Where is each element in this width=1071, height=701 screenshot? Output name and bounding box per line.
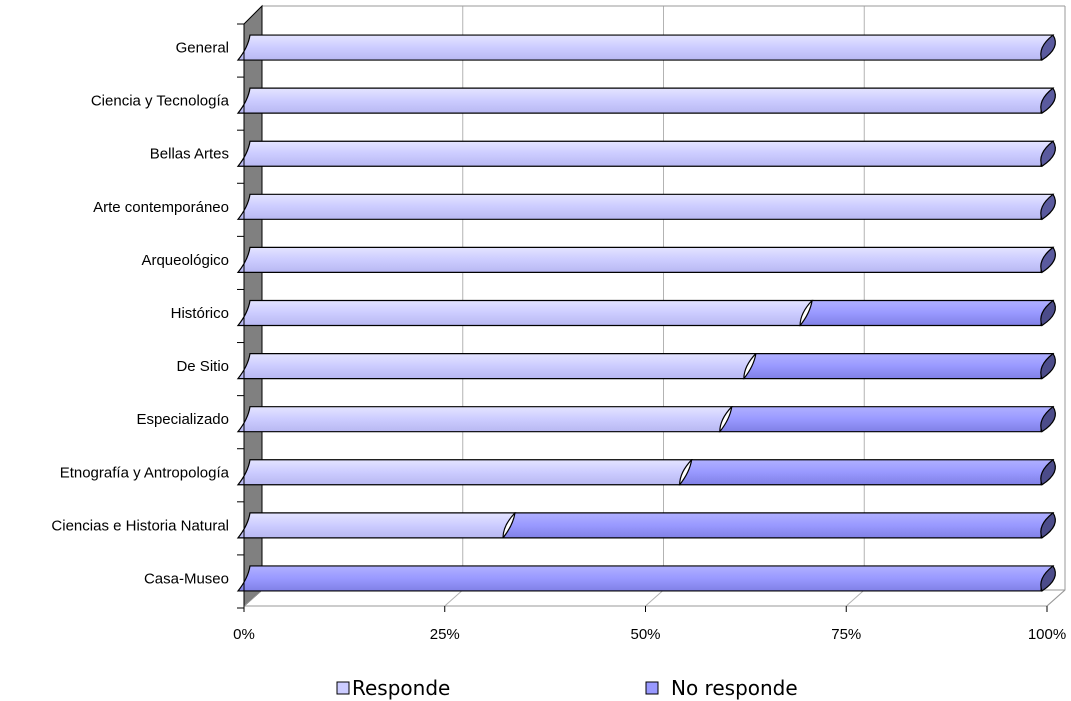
- bar-responde-ciencia-y-tecnologia: [236, 87, 1055, 114]
- bar-no-responde-historico: [798, 299, 1055, 327]
- x-tick-label: 75%: [831, 626, 861, 643]
- legend-swatch-responde: [336, 681, 350, 695]
- category-label-ciencias-e-historia-natural: Ciencias e Historia Natural: [51, 517, 229, 534]
- category-label-etnografia-y-antropologia: Etnografía y Antropología: [60, 464, 230, 481]
- bar-endcap-de-sitio: [1040, 352, 1056, 380]
- x-tick-label: 100%: [1028, 626, 1066, 643]
- bar-no-responde-etnografia-y-antropologia: [678, 459, 1055, 486]
- bar-endcap-general: [1040, 34, 1056, 61]
- bar-no-responde-ciencias-e-historia-natural: [501, 512, 1055, 539]
- bar-responde-ciencias-e-historia-natural: [236, 512, 517, 539]
- bar-responde-arqueologico: [236, 246, 1055, 274]
- legend: Responde No responde: [336, 676, 798, 700]
- bar-no-responde-especializado: [718, 406, 1055, 433]
- category-label-arqueologico: Arqueológico: [141, 252, 229, 269]
- bar-endcap-historico: [1040, 299, 1056, 327]
- x-tick-label: 25%: [430, 626, 460, 643]
- category-label-general: General: [176, 40, 229, 57]
- bar-responde-bellas-artes: [236, 140, 1055, 167]
- bar-endcap-ciencias-e-historia-natural: [1040, 511, 1056, 539]
- legend-label-responde: Responde: [352, 676, 450, 700]
- bar-responde-arte-contemporaneo: [236, 193, 1055, 220]
- x-axis-ticks: 0% 25% 50% 75% 100%: [233, 606, 1066, 643]
- x-tick-label: 0%: [233, 626, 255, 643]
- bar-responde-historico: [236, 299, 814, 327]
- category-label-bellas-artes: Bellas Artes: [150, 146, 229, 163]
- category-label-historico: Histórico: [171, 305, 229, 322]
- category-label-arte-contemporaneo: Arte contemporáneo: [93, 199, 229, 216]
- category-label-de-sitio: De Sitio: [176, 358, 229, 375]
- bar-endcap-casa-museo: [1040, 565, 1056, 592]
- category-label-casa-museo: Casa-Museo: [144, 570, 229, 587]
- legend-label-no-responde: No responde: [671, 676, 798, 700]
- bar-responde-especializado: [236, 406, 734, 433]
- category-label-ciencia-y-tecnologia: Ciencia y Tecnología: [91, 93, 230, 110]
- bar-responde-de-sitio: [236, 352, 758, 380]
- x-tick-label: 50%: [630, 626, 660, 643]
- bar-endcap-arqueologico: [1040, 246, 1056, 274]
- category-labels: General Ciencia y Tecnología Bellas Artes A…: [51, 23, 245, 609]
- bars: [236, 34, 1056, 592]
- bar-endcap-ciencia-y-tecnologia: [1040, 87, 1056, 115]
- bar-no-responde-de-sitio: [742, 352, 1055, 380]
- bar-no-responde-casa-museo: [236, 565, 1055, 592]
- bar-endcap-especializado: [1040, 405, 1056, 433]
- plot-area: General Ciencia y Tecnología Bellas Artes A…: [51, 4, 1066, 643]
- bar-responde-general: [236, 34, 1055, 61]
- legend-swatch-no-responde: [645, 681, 659, 695]
- category-label-especializado: Especializado: [136, 411, 229, 428]
- bar-endcap-bellas-artes: [1040, 140, 1056, 168]
- bar-endcap-etnografia-y-antropologia: [1040, 458, 1056, 486]
- bar-endcap-arte-contemporaneo: [1040, 193, 1056, 221]
- bar-responde-etnografia-y-antropologia: [236, 459, 694, 486]
